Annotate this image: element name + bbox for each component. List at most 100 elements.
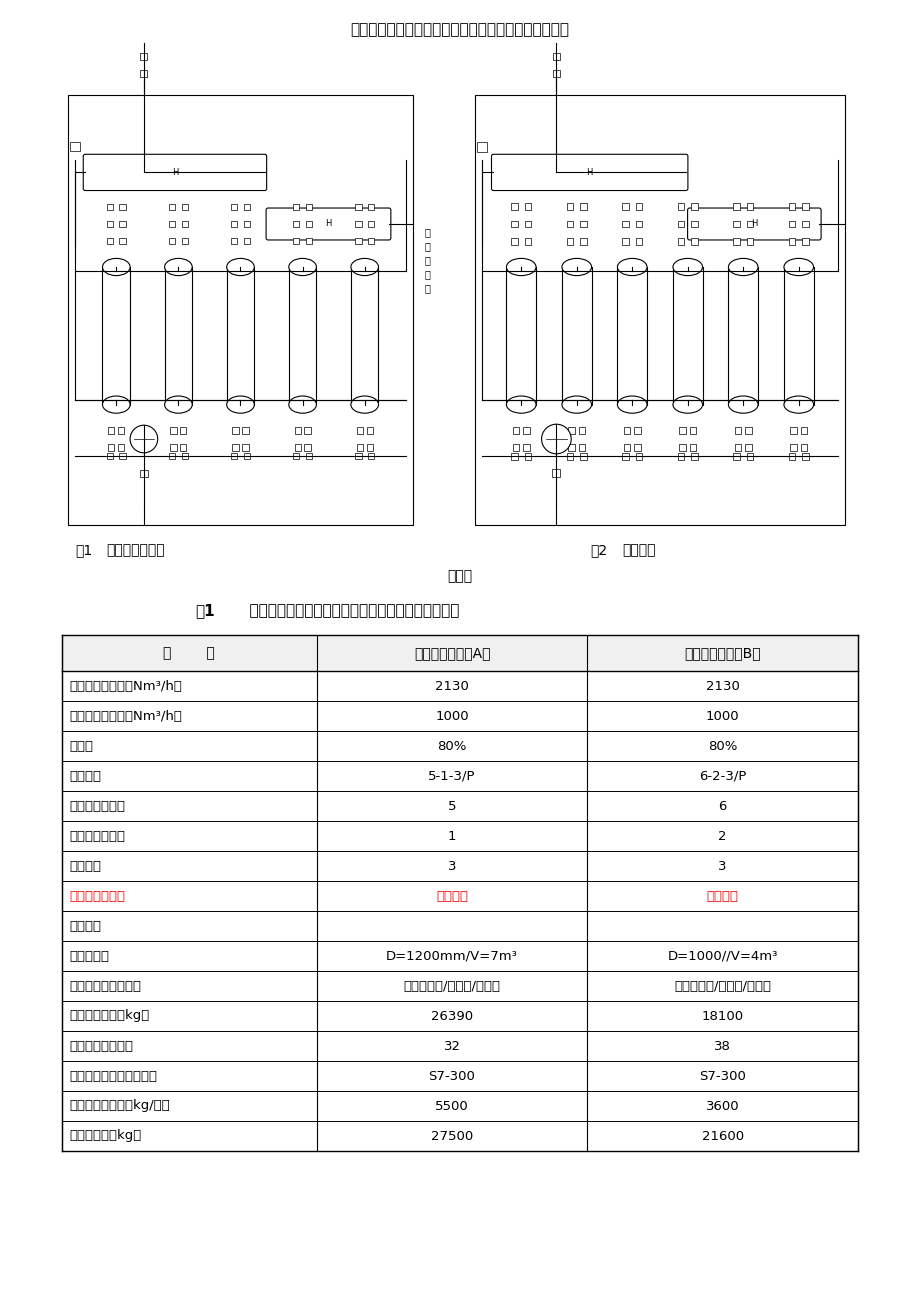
Bar [635, 220, 641, 228]
Bar [355, 453, 361, 460]
Bar [242, 427, 248, 434]
Text: 五塔工艺方案与六塔工艺方案的性能指标和主要配置: 五塔工艺方案与六塔工艺方案的性能指标和主要配置 [230, 603, 459, 618]
Ellipse shape [102, 258, 130, 276]
Bar [732, 220, 739, 228]
Text: 六塔流程: 六塔流程 [621, 543, 654, 557]
Bar [523, 444, 529, 450]
Bar [108, 444, 114, 450]
Ellipse shape [289, 396, 316, 413]
Bar [744, 444, 751, 450]
Text: 6-2-3/P: 6-2-3/P [698, 769, 745, 783]
FancyBboxPatch shape [491, 154, 687, 190]
Text: 五塔流程示意图: 五塔流程示意图 [106, 543, 165, 557]
Bar [524, 220, 530, 228]
Text: 六塔工艺（方案B）: 六塔工艺（方案B） [684, 646, 760, 660]
Bar [305, 238, 312, 245]
Bar [732, 238, 739, 245]
Text: 18100: 18100 [701, 1009, 743, 1022]
Text: 剂: 剂 [425, 255, 430, 266]
Bar [783, 267, 812, 405]
Bar [293, 203, 300, 210]
Bar [305, 221, 312, 227]
Text: 2130: 2130 [705, 680, 739, 693]
Bar [226, 267, 254, 405]
Bar [677, 453, 684, 460]
Bar [107, 221, 113, 227]
Bar [789, 427, 796, 434]
Text: 21600: 21600 [701, 1130, 743, 1142]
Text: 80%: 80% [708, 740, 736, 753]
Text: 吸附剂（自下而上）: 吸附剂（自下而上） [69, 979, 141, 992]
Bar [690, 238, 697, 245]
Bar [165, 267, 192, 405]
Text: 38: 38 [713, 1039, 731, 1052]
Circle shape [541, 424, 571, 454]
Text: 1: 1 [448, 829, 456, 842]
Bar [293, 453, 300, 460]
Text: 产品气输出能力（Nm³/h）: 产品气输出能力（Nm³/h） [69, 710, 182, 723]
Bar [474, 95, 844, 525]
Bar [621, 238, 629, 245]
Bar [689, 427, 696, 434]
Bar [355, 203, 361, 210]
Text: 示意图: 示意图 [447, 569, 472, 583]
Text: 冲洗再生: 冲洗再生 [436, 889, 468, 902]
Text: 活性氧化铝/活性炭/分子筛: 活性氧化铝/活性炭/分子筛 [403, 979, 500, 992]
Bar [294, 427, 301, 434]
Bar [733, 427, 741, 434]
Text: 活性氧化铝/活性炭/分子筛: 活性氧化铝/活性炭/分子筛 [674, 979, 770, 992]
Bar [181, 453, 187, 460]
Bar [141, 53, 147, 60]
Bar [181, 221, 187, 227]
Bar [233, 444, 238, 450]
Bar [368, 453, 374, 460]
Bar [746, 453, 753, 460]
Text: 进料塔数（台）: 进料塔数（台） [69, 829, 125, 842]
Bar [552, 52, 560, 60]
Bar [552, 70, 560, 77]
Text: 附: 附 [425, 270, 430, 280]
Text: 焦炉煤气变压吸附制氢装置五塔与六塔工艺方案的比较: 焦炉煤气变压吸附制氢装置五塔与六塔工艺方案的比较 [350, 22, 569, 36]
Bar [233, 427, 238, 434]
Bar [293, 238, 300, 245]
Ellipse shape [505, 258, 536, 276]
Bar [580, 238, 586, 245]
Bar [744, 427, 751, 434]
Bar [580, 453, 586, 460]
Text: 图1: 图1 [75, 543, 92, 557]
Bar [732, 453, 739, 460]
Bar [677, 220, 684, 228]
Bar [169, 453, 176, 460]
Bar [801, 220, 808, 228]
Text: 5-1-3/P: 5-1-3/P [428, 769, 475, 783]
Bar [355, 221, 361, 227]
Bar [732, 203, 739, 210]
Ellipse shape [672, 258, 702, 276]
Bar [690, 220, 697, 228]
Bar [140, 470, 147, 477]
Bar [728, 267, 757, 405]
Text: 原料气处理能力（Nm³/h）: 原料气处理能力（Nm³/h） [69, 680, 182, 693]
Bar [746, 220, 753, 228]
Bar [623, 444, 630, 450]
Bar [355, 238, 361, 245]
Bar [566, 453, 573, 460]
Bar [566, 238, 573, 245]
Bar [118, 427, 124, 434]
Text: H: H [750, 220, 756, 228]
Bar [107, 453, 113, 460]
Text: 吸附塔数（台）: 吸附塔数（台） [69, 799, 125, 812]
Bar [305, 453, 312, 460]
Bar [633, 427, 641, 434]
Bar [578, 444, 584, 450]
Bar [678, 427, 685, 434]
Text: 5: 5 [448, 799, 456, 812]
Bar [746, 203, 753, 210]
Ellipse shape [783, 258, 812, 276]
Bar [304, 427, 311, 434]
Text: 控制系统型号（西门子）: 控制系统型号（西门子） [69, 1069, 157, 1082]
Text: 5500: 5500 [435, 1099, 469, 1112]
Bar [672, 267, 702, 405]
Ellipse shape [728, 258, 757, 276]
Bar [242, 444, 248, 450]
